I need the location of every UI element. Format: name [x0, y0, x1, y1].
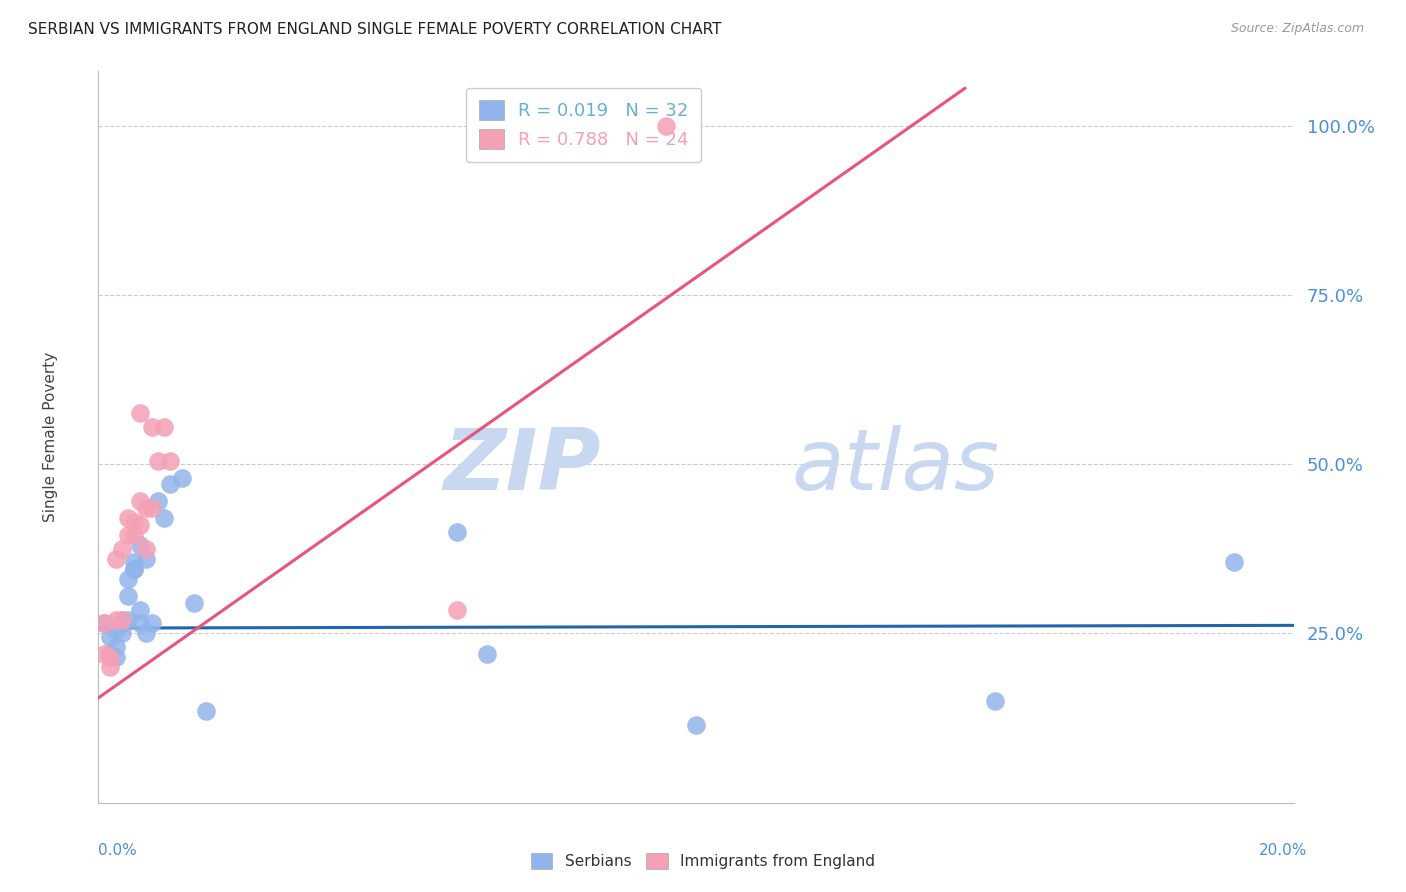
Point	[475, 647, 498, 661]
Point	[446, 524, 468, 539]
Point	[129, 616, 152, 631]
Point	[655, 119, 678, 133]
Point	[111, 616, 134, 631]
Point	[183, 596, 205, 610]
Point	[1223, 555, 1246, 569]
Point	[111, 541, 134, 556]
Point	[105, 623, 128, 637]
Point	[129, 538, 152, 552]
Point	[111, 613, 134, 627]
Point	[135, 501, 157, 516]
Point	[129, 518, 152, 533]
Point	[153, 420, 176, 434]
Text: ZIP: ZIP	[443, 425, 600, 508]
Legend: Serbians, Immigrants from England: Serbians, Immigrants from England	[524, 847, 882, 875]
Point	[195, 705, 218, 719]
Text: 0.0%: 0.0%	[98, 843, 138, 858]
Text: Source: ZipAtlas.com: Source: ZipAtlas.com	[1230, 22, 1364, 36]
Point	[117, 528, 139, 542]
Point	[141, 420, 163, 434]
Point	[129, 494, 152, 508]
Point	[105, 552, 128, 566]
Point	[98, 647, 122, 661]
Point	[446, 603, 468, 617]
Point	[124, 562, 146, 576]
Point	[159, 477, 181, 491]
Point	[124, 555, 146, 569]
Point	[159, 454, 181, 468]
Legend: R = 0.019   N = 32, R = 0.788   N = 24: R = 0.019 N = 32, R = 0.788 N = 24	[465, 87, 702, 161]
Point	[93, 616, 115, 631]
Point	[141, 616, 163, 631]
Text: 20.0%: 20.0%	[1260, 843, 1308, 858]
Point	[117, 511, 139, 525]
Text: atlas: atlas	[792, 425, 1000, 508]
Point	[124, 528, 146, 542]
Point	[135, 541, 157, 556]
Point	[135, 552, 157, 566]
Point	[984, 694, 1007, 708]
Text: SERBIAN VS IMMIGRANTS FROM ENGLAND SINGLE FEMALE POVERTY CORRELATION CHART: SERBIAN VS IMMIGRANTS FROM ENGLAND SINGL…	[28, 22, 721, 37]
Point	[111, 626, 134, 640]
Text: Single Female Poverty: Single Female Poverty	[44, 352, 58, 522]
Point	[98, 660, 122, 674]
Point	[141, 501, 163, 516]
Point	[105, 640, 128, 654]
Point	[685, 718, 707, 732]
Point	[111, 613, 134, 627]
Point	[105, 650, 128, 665]
Point	[135, 626, 157, 640]
Point	[153, 511, 176, 525]
Point	[124, 562, 146, 576]
Point	[93, 647, 115, 661]
Point	[172, 471, 194, 485]
Point	[129, 406, 152, 420]
Point	[124, 515, 146, 529]
Point	[98, 630, 122, 644]
Point	[117, 589, 139, 603]
Point	[98, 650, 122, 665]
Point	[148, 494, 170, 508]
Point	[117, 572, 139, 586]
Point	[117, 613, 139, 627]
Point	[148, 454, 170, 468]
Point	[129, 603, 152, 617]
Point	[93, 616, 115, 631]
Point	[105, 613, 128, 627]
